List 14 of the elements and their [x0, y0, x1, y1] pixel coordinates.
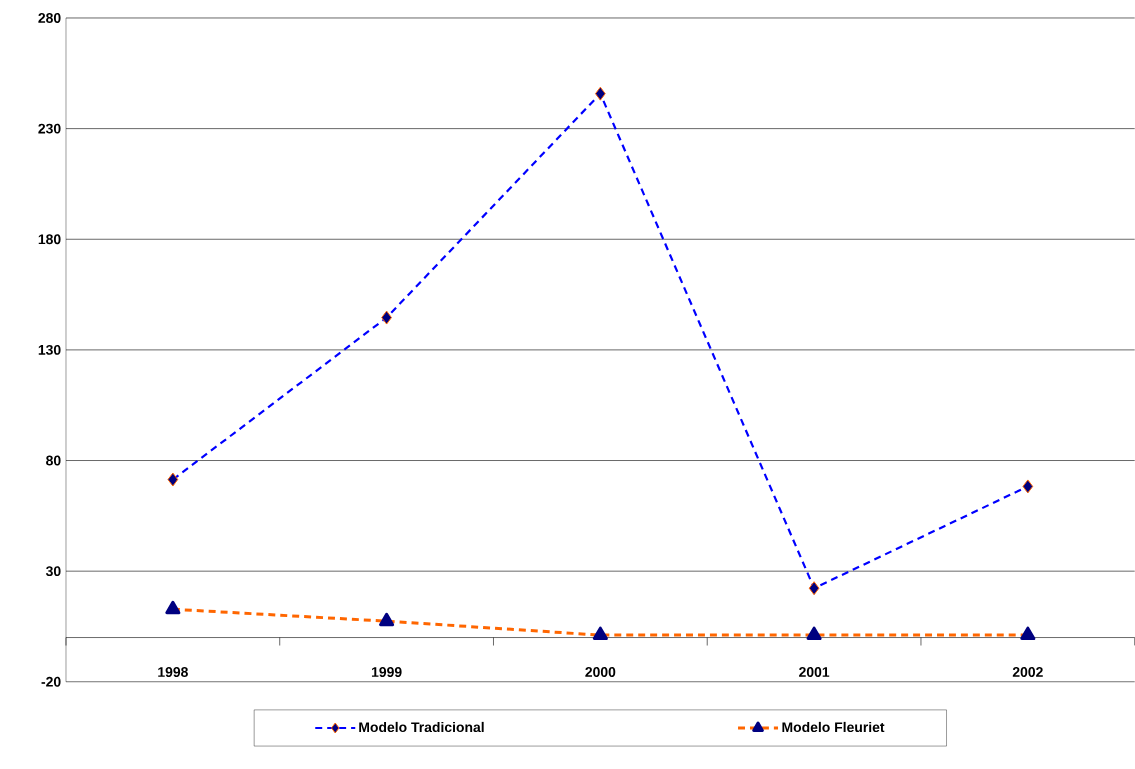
y-tick-label: 230 — [38, 123, 61, 134]
x-tick-label: 1999 — [371, 667, 402, 678]
x-tick-label: 2002 — [1012, 667, 1043, 678]
legend-label: Modelo Tradicional — [359, 721, 484, 733]
x-tick-label: 1998 — [158, 667, 188, 678]
y-tick-label: 130 — [38, 345, 61, 355]
y-tick-label: 280 — [38, 13, 61, 24]
legend-label: Modelo Fleuriet — [782, 721, 885, 733]
y-tick-label: 30 — [45, 566, 61, 577]
y-tick-label: 80 — [46, 455, 61, 466]
x-tick-label: 2001 — [799, 667, 830, 678]
y-tick-label: -20 — [41, 676, 61, 687]
x-tick-label: 2000 — [585, 667, 616, 678]
y-tick-label: 180 — [38, 234, 61, 245]
